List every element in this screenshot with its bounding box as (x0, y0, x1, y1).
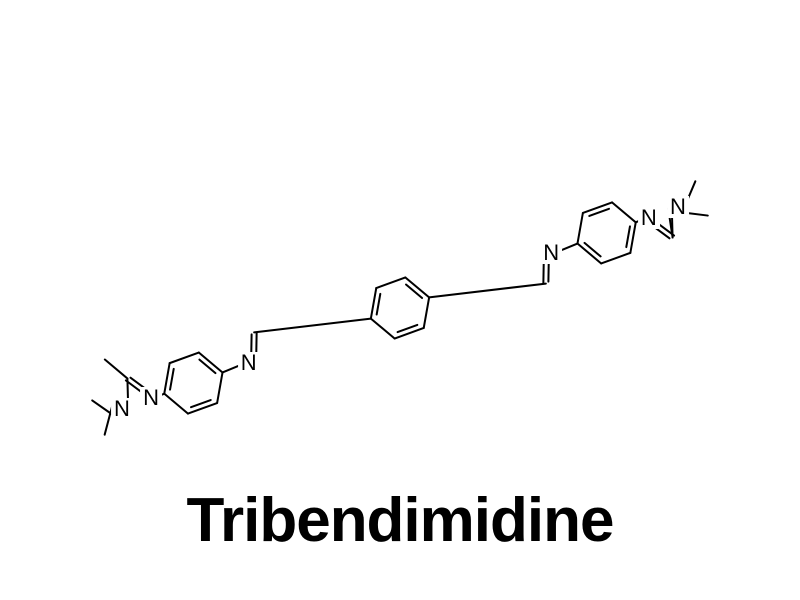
figure-canvas: Tribendimidine NNNNNN (0, 0, 800, 600)
atom-label-N_left_ring: N (238, 352, 260, 374)
atom-label-N_left_imine: N (140, 387, 162, 409)
atom-label-N_right_dimethyl: N (667, 196, 689, 218)
atom-label-N_right_imine: N (638, 207, 660, 229)
compound-name: Tribendimidine (187, 485, 614, 556)
atom-label-N_left_dimethyl: N (111, 398, 133, 420)
atom-label-N_right_ring: N (540, 242, 562, 264)
